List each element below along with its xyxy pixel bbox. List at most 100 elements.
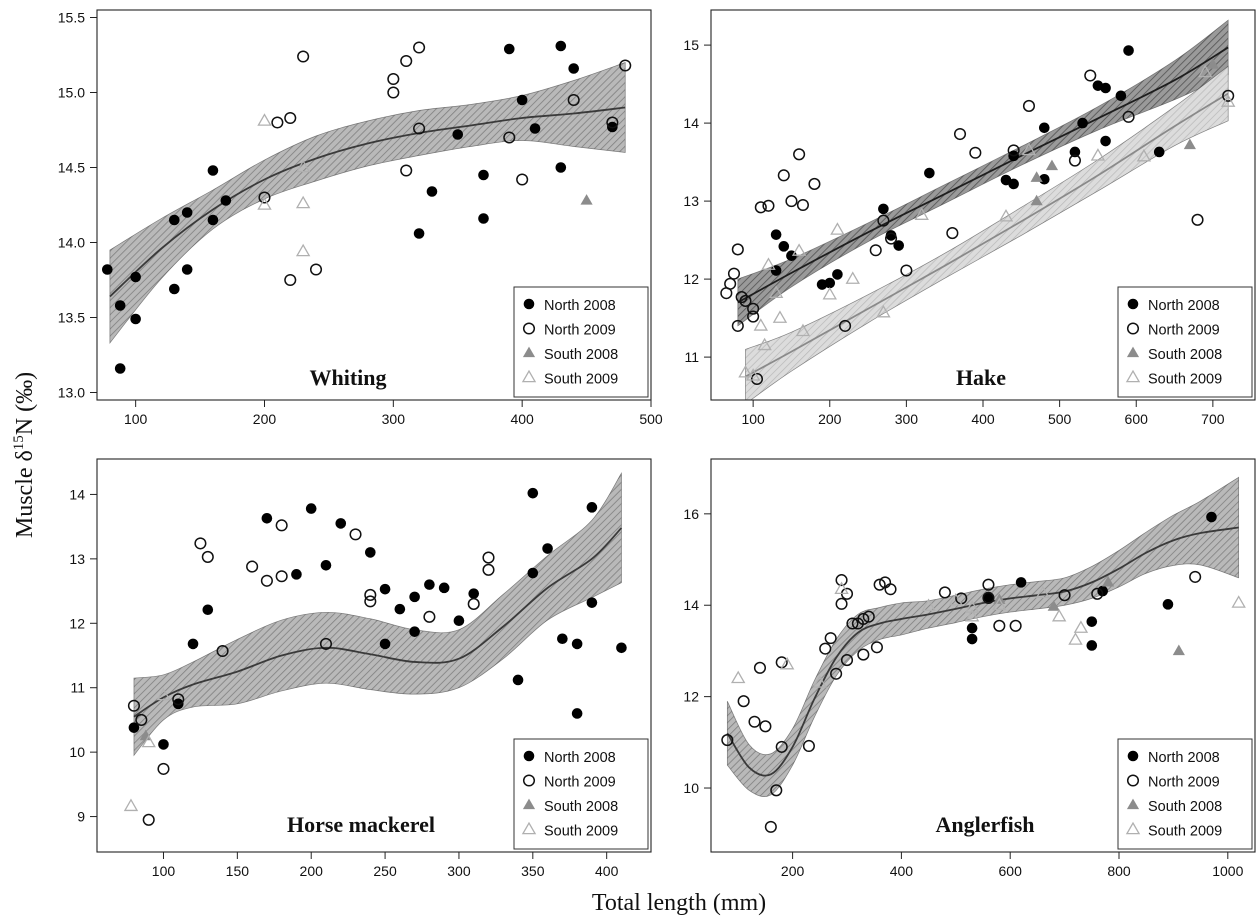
point-north-2009 [1122, 110, 1135, 123]
point-north-2009 [762, 199, 775, 212]
point-north-2009 [516, 173, 529, 186]
y-tick-label: 12 [683, 689, 699, 705]
legend-label: South 2008 [1148, 347, 1222, 363]
point-north-2008 [261, 512, 273, 524]
point-north-2008 [571, 708, 583, 719]
point-north-2009 [284, 111, 297, 125]
point-north-2008 [187, 638, 199, 650]
legend: North 2008 North 2009 South 2008 South 2009 [1117, 738, 1253, 850]
point-south-2009 [830, 222, 845, 235]
point-north-2008 [1162, 599, 1174, 610]
point-north-2008 [413, 228, 425, 239]
legend-label: South 2008 [1148, 799, 1222, 815]
point-south-2009 [295, 159, 311, 173]
point-south-2009 [768, 285, 784, 298]
legend-marker-south-2008 [1126, 346, 1140, 358]
point-north-2009 [319, 637, 333, 650]
legend-label: North 2008 [1148, 750, 1220, 766]
fit-line [133, 527, 623, 718]
point-north-2009 [785, 195, 798, 208]
x-tick-label: 1000 [1212, 863, 1243, 879]
x-tick-label: 400 [890, 863, 914, 879]
point-south-2009 [795, 323, 811, 337]
point-north-2009 [869, 244, 882, 257]
point-south-2009 [1231, 595, 1246, 608]
point-north-2008 [1115, 90, 1127, 102]
x-tick-label: 350 [521, 863, 545, 879]
point-north-2008 [542, 543, 553, 554]
point-south-2009 [822, 286, 837, 300]
y-tick-label: 11 [684, 349, 699, 365]
point-north-2009 [482, 563, 495, 576]
point-north-2009 [840, 654, 854, 667]
point-north-2009 [846, 617, 859, 630]
x-tick-label: 400 [595, 863, 619, 879]
point-north-2009 [172, 693, 185, 706]
point-north-2008 [586, 597, 598, 608]
point-north-2009 [884, 583, 897, 596]
point-north-2008 [169, 283, 180, 295]
point-north-2009 [503, 131, 516, 144]
fit-line [737, 46, 1229, 304]
point-north-2008 [983, 591, 994, 603]
y-tick-label: 14 [683, 115, 699, 131]
point-north-2008 [468, 588, 480, 599]
point-north-2009 [1068, 154, 1081, 167]
point-south-2009 [876, 304, 891, 318]
legend-marker-south-2009 [1125, 369, 1141, 383]
legend-label: South 2009 [544, 824, 618, 840]
x-tick-label: 100 [124, 411, 148, 427]
point-south-2009 [1090, 148, 1106, 161]
point-south-2009 [1073, 620, 1089, 633]
points-layer [102, 40, 632, 374]
point-north-2008 [379, 583, 391, 595]
x-tick-label: 200 [300, 863, 324, 879]
point-north-2009 [364, 595, 377, 608]
point-north-2009 [747, 310, 760, 323]
point-south-2009 [948, 592, 964, 606]
x-tick-label: 200 [781, 863, 805, 879]
point-north-2008 [607, 121, 618, 133]
y-tick-label: 12 [683, 271, 699, 287]
legend-marker-south-2009 [1125, 821, 1141, 835]
point-north-2008 [924, 167, 935, 179]
point-north-2008 [1015, 577, 1027, 588]
point-north-2009 [808, 177, 821, 190]
y-tick-label: 14.5 [58, 160, 85, 176]
y-tick-label: 12 [69, 615, 85, 631]
point-north-2009 [748, 715, 761, 728]
plot-frame [96, 9, 652, 401]
point-south-2009 [1136, 148, 1152, 162]
confidence-band [737, 19, 1229, 327]
point-south-2009 [738, 364, 753, 378]
point-north-2008 [181, 207, 193, 218]
x-tick-label: 600 [999, 863, 1023, 879]
legend-label: North 2009 [544, 323, 616, 339]
point-north-2009 [900, 264, 913, 277]
point-south-2009 [964, 600, 980, 613]
point-north-2009 [938, 586, 951, 599]
y-tick-label: 11 [70, 680, 85, 696]
point-north-2009 [754, 201, 767, 214]
point-north-2009 [309, 263, 323, 276]
point-north-2009 [839, 319, 852, 332]
species-title: Horse mackerel [287, 812, 435, 837]
point-south-2009 [141, 734, 156, 748]
point-north-2009 [258, 191, 271, 204]
x-tick-label: 200 [818, 411, 842, 427]
point-north-2008 [516, 94, 528, 106]
y-tick-label: 14 [69, 486, 85, 502]
point-north-2009 [260, 574, 273, 587]
point-south-2008 [139, 729, 152, 741]
point-north-2009 [835, 597, 848, 610]
plot-frame [96, 458, 652, 853]
point-north-2008 [568, 63, 579, 74]
point-south-2009 [921, 598, 936, 611]
fit-layer [737, 19, 1229, 400]
point-north-2008 [832, 269, 843, 280]
point-north-2008 [409, 626, 420, 637]
point-north-2009 [721, 733, 734, 747]
point-north-2009 [796, 198, 809, 212]
point-south-2008 [1030, 194, 1043, 206]
point-south-2009 [745, 368, 761, 381]
